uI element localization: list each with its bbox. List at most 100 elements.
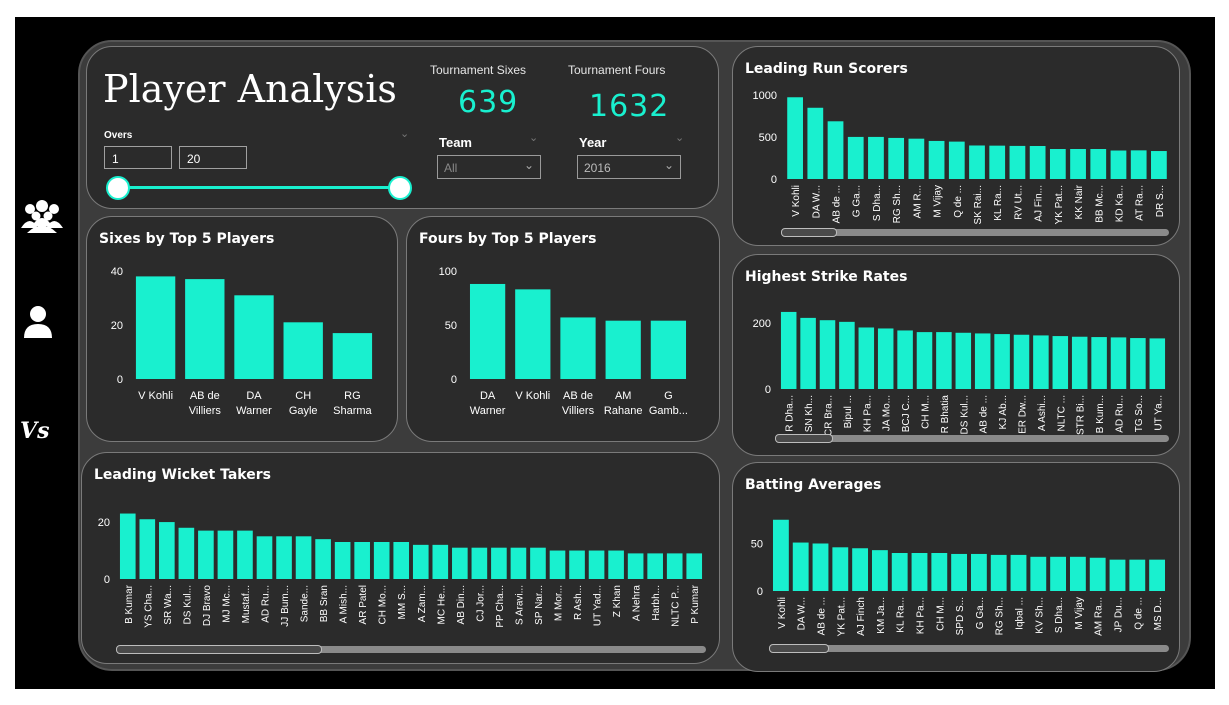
averages-scroll-thumb[interactable] [769,644,829,653]
bar[interactable] [852,548,869,591]
bar[interactable] [787,97,803,179]
bar[interactable] [491,547,507,579]
bar[interactable] [549,550,566,579]
bar[interactable] [283,322,323,379]
strike-scrollbar[interactable] [775,434,1169,443]
bar[interactable] [588,550,605,579]
bar[interactable] [452,547,468,579]
bar[interactable] [393,542,410,579]
bar[interactable] [1109,559,1126,591]
bar[interactable] [1130,150,1147,179]
bar[interactable] [234,295,274,379]
bar[interactable] [354,542,370,579]
bar[interactable] [800,317,816,389]
bar[interactable] [256,536,273,579]
bar[interactable] [792,542,809,591]
bar[interactable] [237,530,253,579]
bar[interactable] [994,334,1010,389]
bar[interactable] [1089,557,1106,591]
year-collapse-chevron-icon[interactable]: ⌄ [675,131,685,144]
bar[interactable] [807,107,824,179]
bar[interactable] [178,527,195,579]
bar[interactable] [1069,556,1086,591]
bar[interactable] [928,140,945,179]
nav-player-analysis[interactable] [22,304,54,344]
bar[interactable] [605,320,641,379]
bar[interactable] [1050,556,1067,591]
bar[interactable] [888,137,905,179]
bar[interactable] [1090,149,1107,179]
bar[interactable] [819,320,836,389]
bar[interactable] [969,145,985,179]
bar[interactable] [839,321,855,389]
bar[interactable] [989,145,1006,179]
overs-min-input[interactable]: 1 [104,146,172,169]
bar[interactable] [908,138,925,179]
overs-chevron-icon[interactable]: ⌄ [400,127,410,140]
bar[interactable] [373,542,390,579]
bar[interactable] [970,553,987,591]
bar[interactable] [332,333,373,379]
bar[interactable] [515,289,551,379]
bar[interactable] [1030,556,1047,591]
bar[interactable] [608,550,624,579]
bar[interactable] [471,547,488,579]
bar[interactable] [650,320,687,379]
bar[interactable] [951,553,968,591]
bar[interactable] [276,536,292,579]
bar[interactable] [686,553,703,579]
bar[interactable] [217,530,234,579]
bar[interactable] [877,328,894,389]
runs-scrollbar[interactable] [781,228,1169,237]
wickets-scrollbar[interactable] [116,645,706,654]
bar[interactable] [530,547,546,579]
bar[interactable] [1070,149,1086,179]
bar[interactable] [1149,559,1166,591]
bar[interactable] [1052,336,1069,389]
bar[interactable] [569,550,585,579]
bar[interactable] [295,536,312,579]
bar[interactable] [1151,151,1167,179]
team-dropdown[interactable]: All ⌄ [437,155,541,179]
wickets-scroll-thumb[interactable] [116,645,322,654]
bar[interactable] [974,333,991,389]
nav-versus[interactable]: Vs [20,418,50,444]
bar[interactable] [1013,334,1030,389]
bar[interactable] [139,519,156,579]
bar[interactable] [1049,149,1066,179]
bar[interactable] [916,332,933,389]
team-collapse-chevron-icon[interactable]: ⌄ [529,131,539,144]
bar[interactable] [955,332,972,389]
bar[interactable] [1110,150,1127,179]
bar[interactable] [627,553,644,579]
bar[interactable] [772,519,789,591]
bar[interactable] [931,553,948,591]
bar[interactable] [847,136,864,179]
bar[interactable] [135,276,176,379]
bar[interactable] [1010,554,1027,591]
bar[interactable] [119,513,136,579]
overs-slider-min-handle[interactable] [106,176,130,200]
bar[interactable] [936,332,952,389]
bar[interactable] [832,547,849,591]
bar[interactable] [560,317,596,379]
bar[interactable] [159,522,175,579]
bar[interactable] [897,330,913,389]
bar[interactable] [1091,337,1107,389]
bar[interactable] [412,544,429,579]
bar[interactable] [780,311,797,389]
overs-max-input[interactable]: 20 [179,146,247,169]
runs-scroll-thumb[interactable] [781,228,837,237]
bar[interactable] [1130,338,1146,389]
bar[interactable] [666,553,683,579]
bar[interactable] [871,550,888,591]
bar[interactable] [198,530,214,579]
bar[interactable] [432,544,449,579]
bar[interactable] [334,542,351,579]
nav-team-analysis[interactable] [18,198,66,238]
bar[interactable] [1029,145,1046,179]
bar[interactable] [911,553,928,591]
bar[interactable] [948,141,965,179]
bar[interactable] [858,327,875,389]
bar[interactable] [185,279,225,379]
